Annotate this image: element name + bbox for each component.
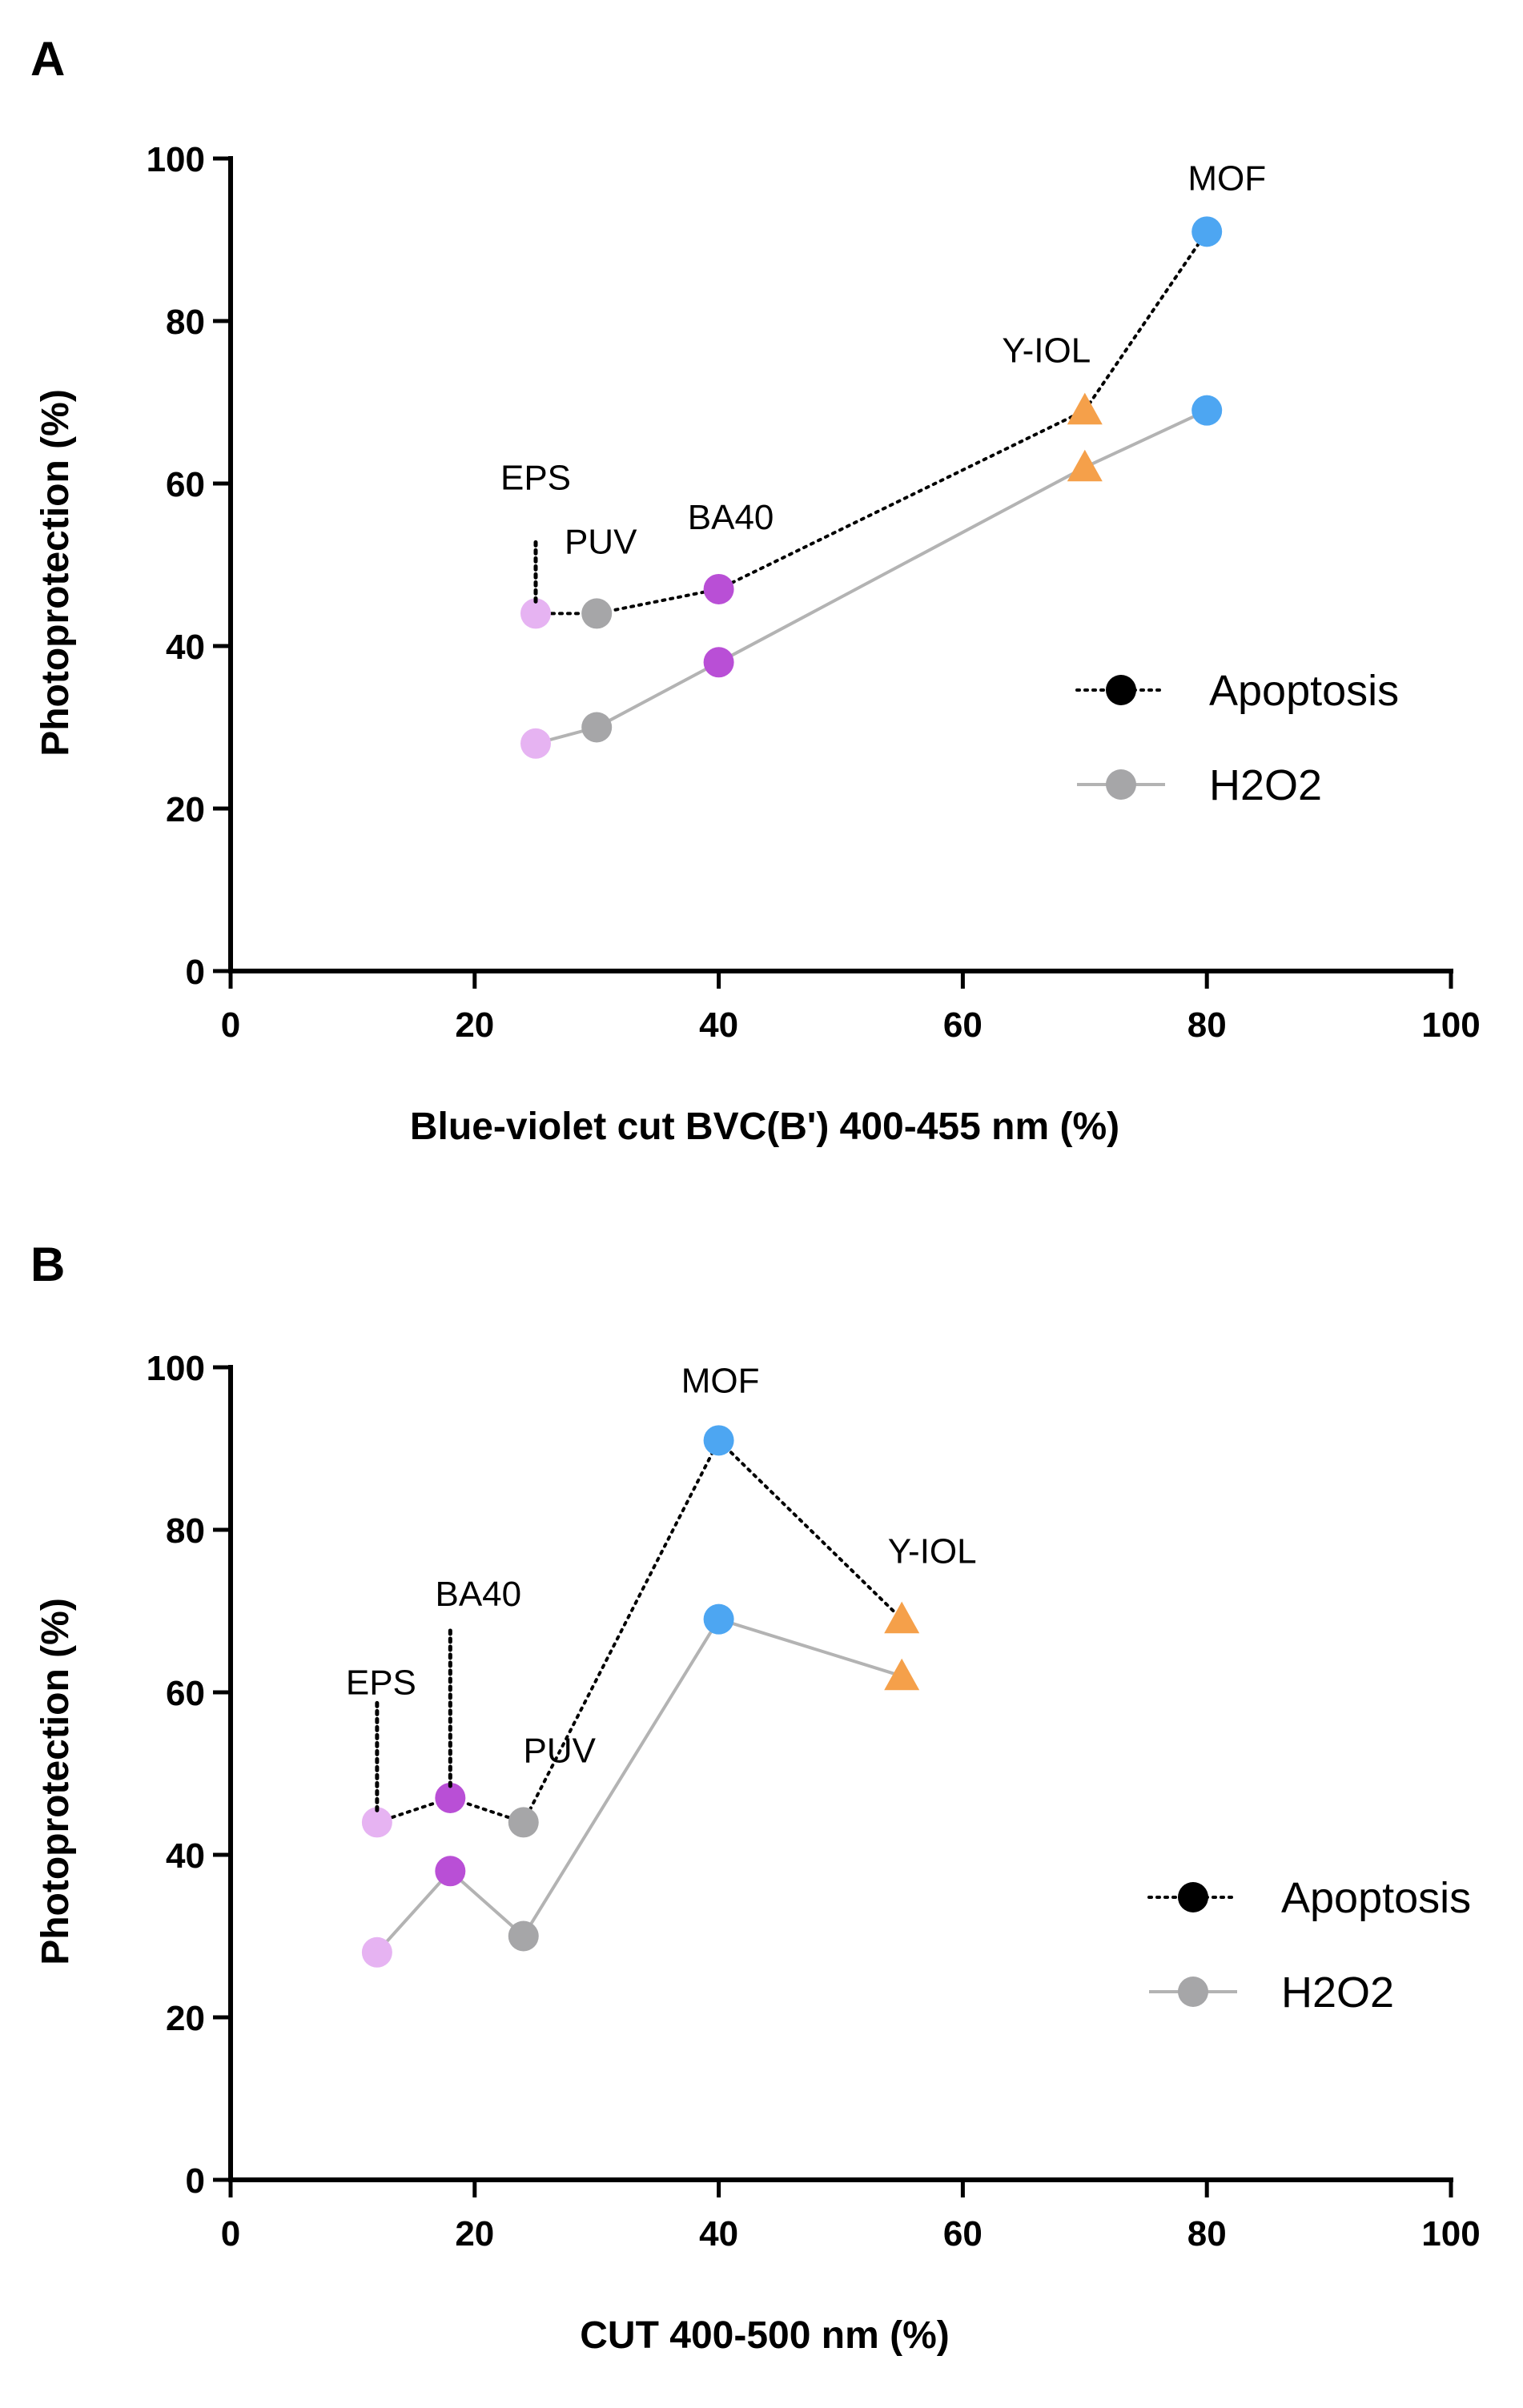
data-point-h2o2-mof bbox=[703, 1603, 734, 1635]
legend-h2o2-marker bbox=[1178, 1977, 1208, 2007]
y-tick-label: 60 bbox=[166, 465, 205, 504]
data-point-apoptosis-puv bbox=[508, 1807, 539, 1838]
x-tick-label: 20 bbox=[455, 2214, 494, 2253]
annotation-y-iol: Y-IOL bbox=[1002, 331, 1091, 371]
data-point-apoptosis-eps bbox=[520, 598, 551, 629]
annotation-mof: MOF bbox=[1187, 159, 1266, 198]
x-axis-title: CUT 400-500 nm (%) bbox=[580, 2314, 949, 2357]
data-point-h2o2-y-iol bbox=[884, 1658, 920, 1691]
data-point-apoptosis-mof bbox=[1191, 216, 1223, 247]
data-point-apoptosis-ba40 bbox=[703, 573, 734, 604]
y-tick-label: 0 bbox=[186, 2161, 205, 2201]
data-point-apoptosis-mof bbox=[703, 1425, 734, 1456]
annotation-ba40: BA40 bbox=[435, 1575, 521, 1614]
y-tick-label: 80 bbox=[166, 1511, 205, 1551]
annotation-eps: EPS bbox=[346, 1663, 416, 1702]
y-axis-title: Photoprotection (%) bbox=[34, 389, 77, 757]
data-point-h2o2-mof bbox=[1191, 395, 1223, 426]
x-tick-label: 60 bbox=[943, 2214, 983, 2253]
series-line-h2o2 bbox=[534, 408, 1209, 745]
x-tick-label: 20 bbox=[455, 1005, 494, 1045]
data-point-h2o2-ba40 bbox=[703, 647, 734, 678]
data-point-apoptosis-eps bbox=[361, 1807, 392, 1838]
y-tick-label: 100 bbox=[147, 1349, 205, 1388]
x-tick-label: 40 bbox=[699, 1005, 738, 1045]
y-tick-label: 60 bbox=[166, 1674, 205, 1713]
data-point-apoptosis-ba40 bbox=[435, 1782, 466, 1813]
series-line-apoptosis bbox=[375, 1438, 904, 1824]
data-point-apoptosis-y-iol bbox=[884, 1601, 920, 1634]
panel-a: A 0 20 40 60 80 100 0 20 40 60 80 100 Blue-violet cu… bbox=[30, 32, 1481, 1148]
annotation-ba40: BA40 bbox=[688, 498, 774, 537]
legend-apoptosis-label: Apoptosis bbox=[1281, 1874, 1471, 1922]
x-tick-label: 40 bbox=[699, 2214, 738, 2253]
x-tick-label: 80 bbox=[1187, 2214, 1227, 2253]
annotation-puv: PUV bbox=[565, 522, 637, 561]
legend-h2o2-label: H2O2 bbox=[1209, 761, 1322, 809]
annotation-mof: MOF bbox=[681, 1361, 760, 1400]
data-point-apoptosis-puv bbox=[581, 598, 613, 629]
legend-apoptosis-marker bbox=[1178, 1882, 1208, 1912]
annotation-eps: EPS bbox=[500, 458, 571, 497]
y-tick-label: 40 bbox=[166, 628, 205, 667]
annotation-y-iol: Y-IOL bbox=[888, 1532, 977, 1571]
x-tick-label: 0 bbox=[221, 1005, 240, 1045]
panel-b: B 0 20 40 60 80 100 0 20 40 60 80 100 CUT 400-500 nm… bbox=[30, 1238, 1481, 2357]
y-tick-label: 20 bbox=[166, 790, 205, 829]
x-tick-label: 100 bbox=[1421, 2214, 1480, 2253]
x-tick-label: 100 bbox=[1421, 1005, 1480, 1045]
data-point-h2o2-puv bbox=[581, 712, 613, 743]
annotation-puv: PUV bbox=[524, 1731, 597, 1770]
legend-h2o2-marker bbox=[1106, 769, 1136, 800]
y-tick-label: 80 bbox=[166, 303, 205, 342]
panel-letter-a: A bbox=[30, 32, 65, 86]
panel-letter-b: B bbox=[30, 1238, 65, 1291]
legend-h2o2-label: H2O2 bbox=[1281, 1969, 1394, 2017]
data-point-h2o2-puv bbox=[508, 1920, 539, 1952]
data-point-apoptosis-y-iol bbox=[1067, 392, 1103, 425]
data-point-h2o2-y-iol bbox=[1067, 449, 1103, 482]
data-point-h2o2-eps bbox=[361, 1936, 392, 1968]
x-tick-label: 0 bbox=[221, 2214, 240, 2253]
x-tick-label: 60 bbox=[943, 1005, 983, 1045]
y-tick-label: 40 bbox=[166, 1836, 205, 1876]
legend-apoptosis-label: Apoptosis bbox=[1209, 667, 1399, 715]
y-tick-label: 100 bbox=[147, 140, 205, 179]
data-point-h2o2-eps bbox=[520, 728, 551, 759]
legend-apoptosis-marker bbox=[1106, 675, 1136, 705]
y-axis-title: Photoprotection (%) bbox=[34, 1598, 77, 1965]
x-axis-title: Blue-violet cut BVC(B') 400-455 nm (%) bbox=[410, 1106, 1119, 1148]
y-tick-label: 0 bbox=[186, 953, 205, 992]
data-point-h2o2-ba40 bbox=[435, 1856, 466, 1887]
x-tick-label: 80 bbox=[1187, 1005, 1227, 1045]
y-tick-label: 20 bbox=[166, 1999, 205, 2038]
